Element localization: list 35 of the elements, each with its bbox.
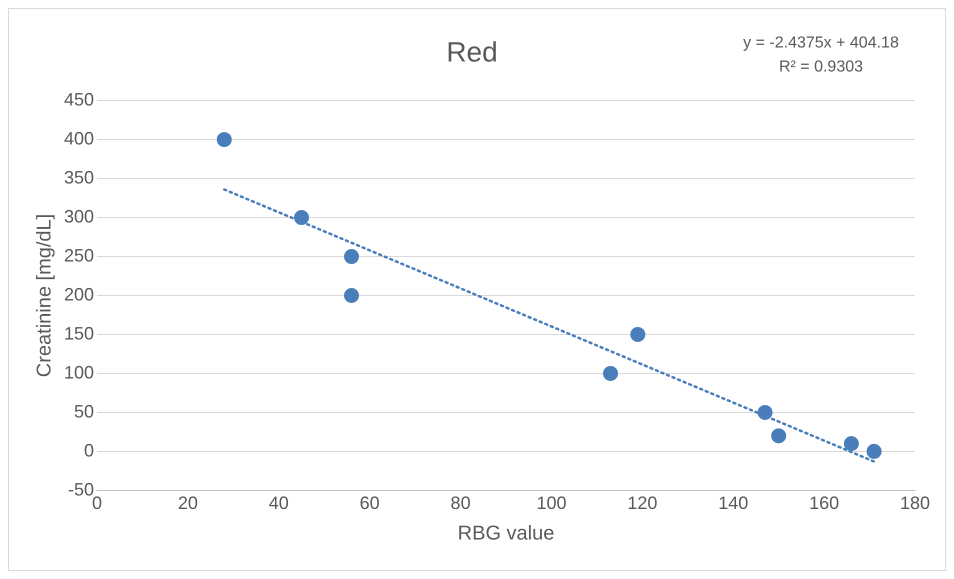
point [771,428,786,444]
y-tick-label: 50 [74,401,94,422]
y-axis-title: Creatinine [mg/dL] [34,214,56,378]
x-tick-label: 100 [536,493,566,514]
point [344,249,360,264]
text: y = -2.4375x + 404.18 [743,34,899,52]
y-tick-label: 450 [64,90,94,110]
x-tick-label: 140 [718,493,748,514]
chart-title: Red [446,36,498,68]
y-tick-label: 400 [64,128,94,149]
y-tick-label: 350 [64,168,94,188]
point [216,132,232,148]
point [344,288,360,303]
y-tick-label: -50 [68,479,94,500]
text: R² = 0.9303 [778,58,864,76]
y-tick-label: 250 [64,245,94,266]
y-tick-label: 0 [84,440,94,460]
point [294,210,310,226]
x-tick-label: 80 [450,493,471,514]
y-tick-label: 300 [64,206,94,227]
x-tick-label: 60 [360,493,380,514]
x-axis-title: RBG value [458,522,554,545]
y-tick-label: 150 [64,323,94,344]
x-tick-label: 160 [809,493,840,514]
x-tick-label: 180 [900,493,930,514]
y-tick-label: 200 [64,284,94,304]
point [630,326,646,342]
x-tick-label: 20 [178,493,198,514]
point [866,444,882,459]
x-tick-label: 120 [627,493,658,514]
x-tick-label: 40 [268,493,289,514]
y-tick-label: 100 [64,362,94,382]
point [758,404,773,420]
point [844,436,859,452]
point [603,366,618,381]
